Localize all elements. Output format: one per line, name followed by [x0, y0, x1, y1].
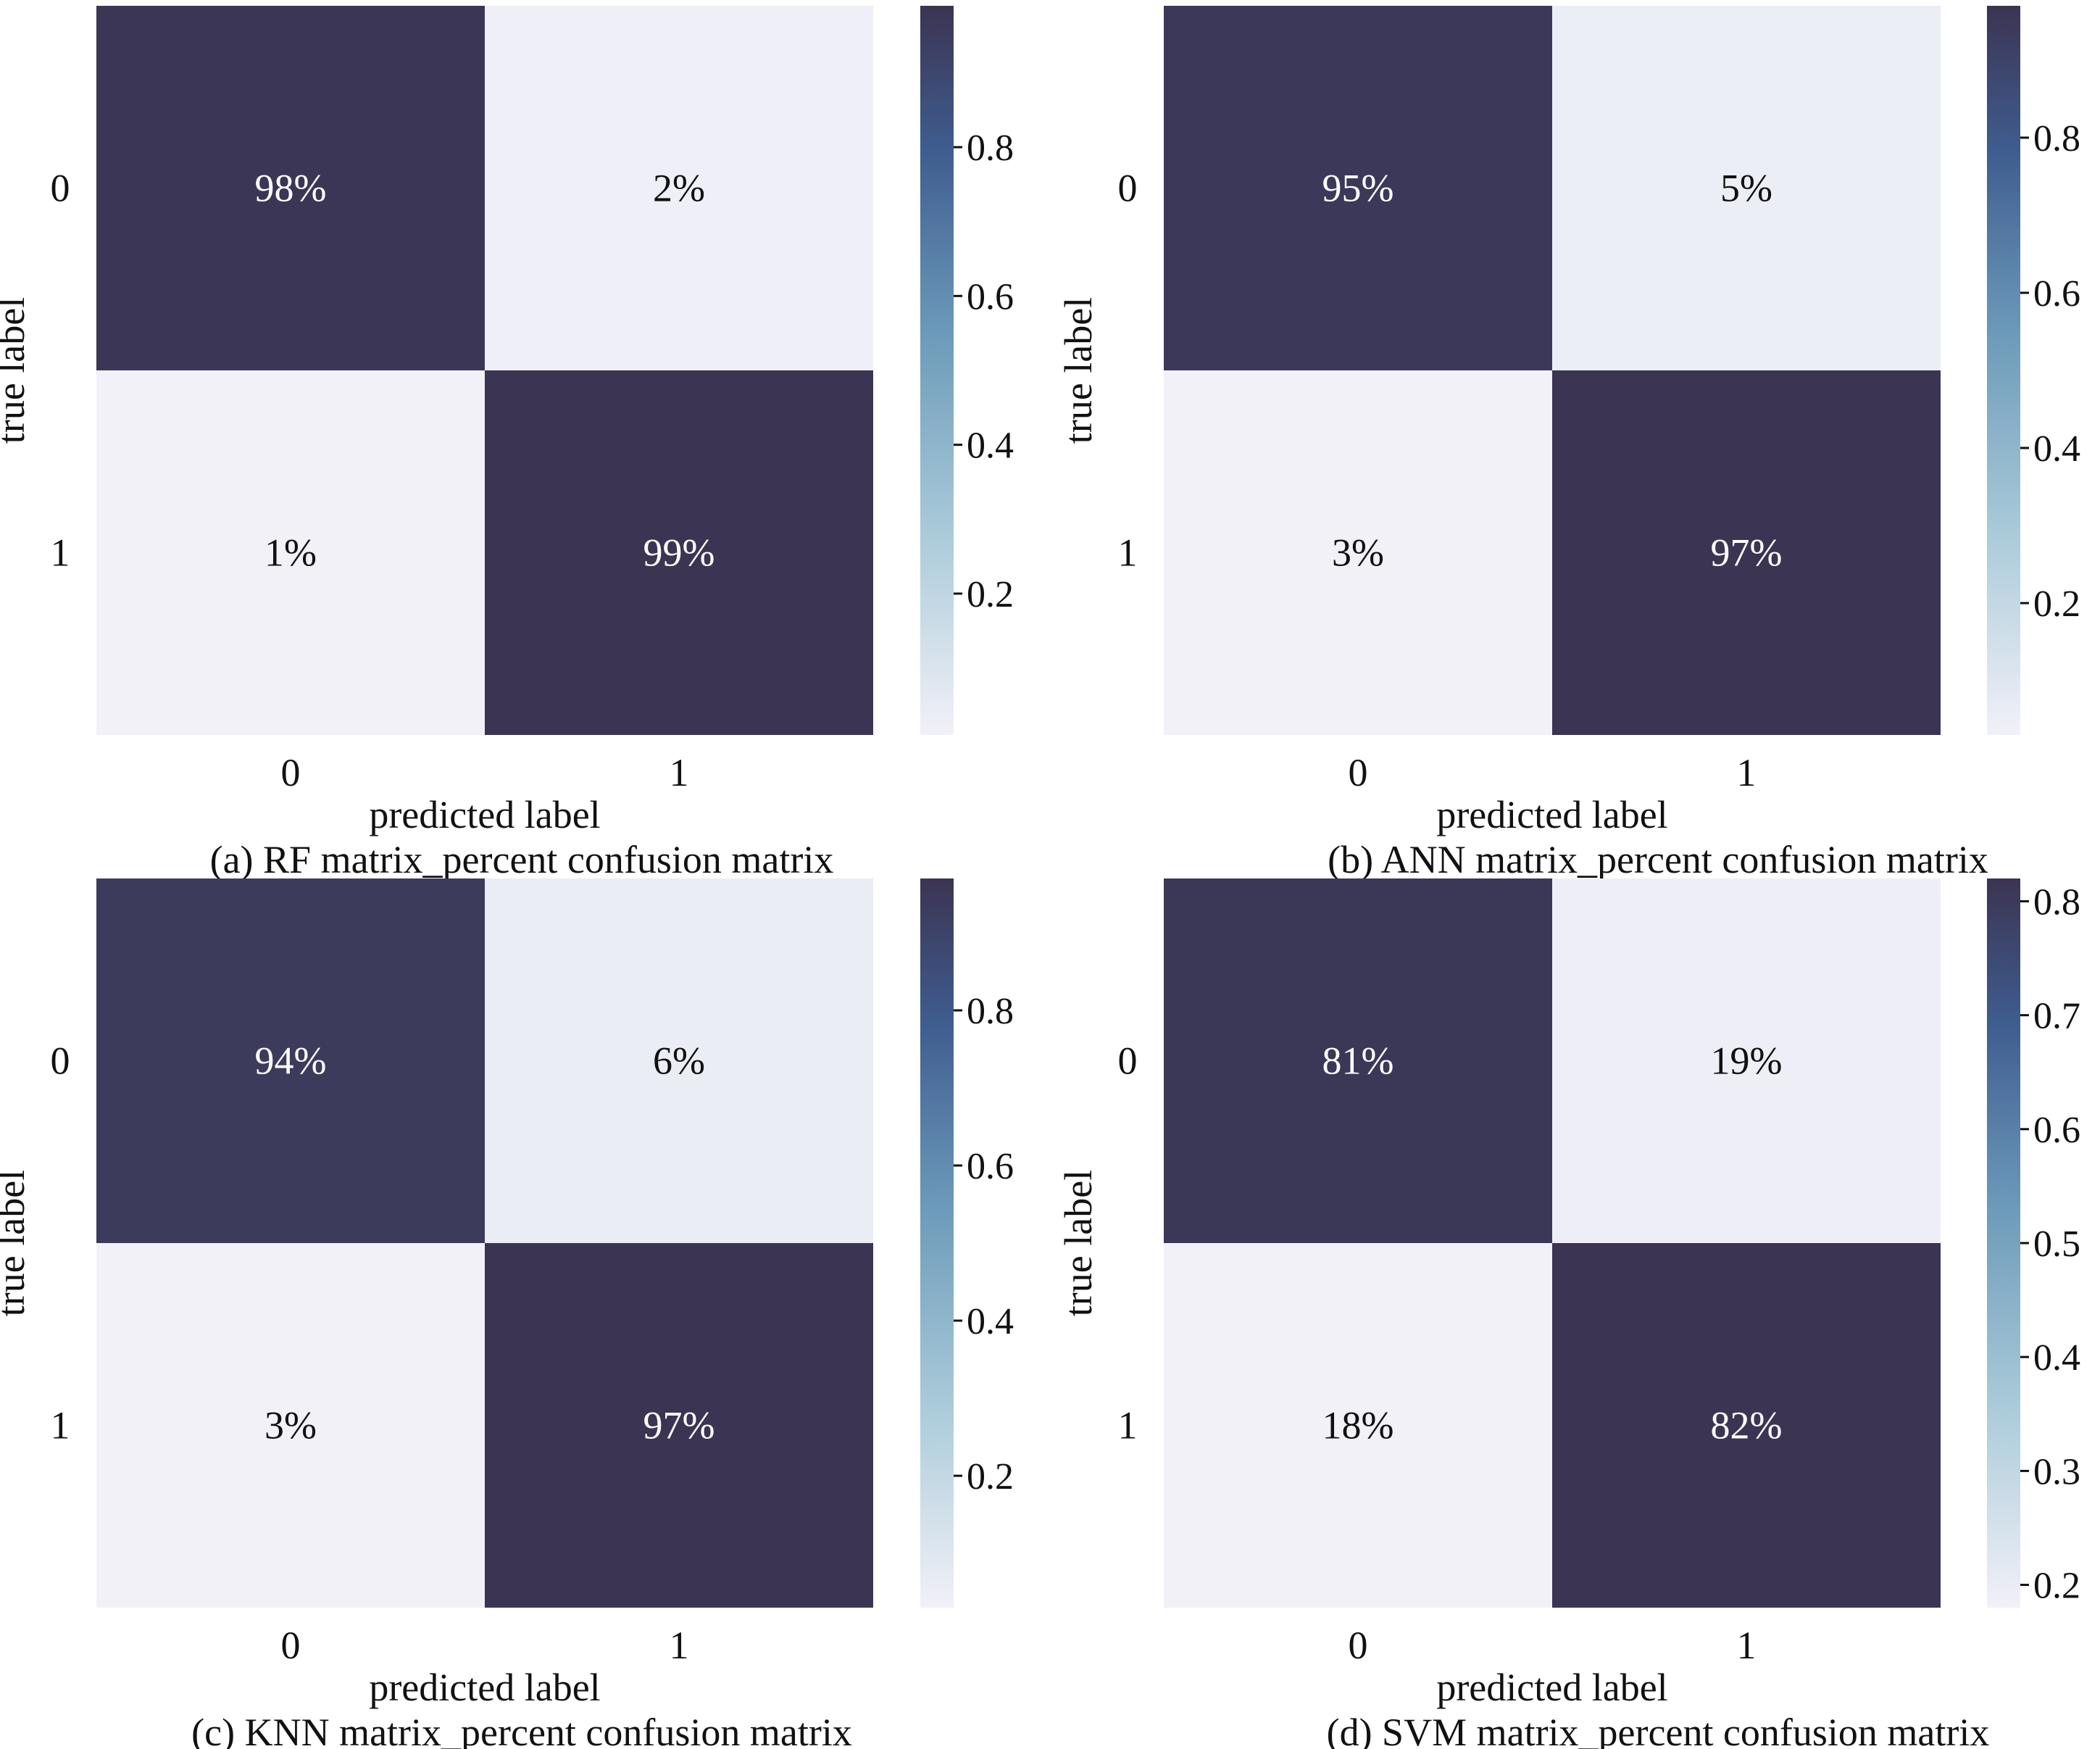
cell-annotation: 81%: [1322, 1039, 1394, 1083]
x-axis-label: predicted label: [369, 793, 600, 836]
colorbar-tick-label: 0.8: [967, 991, 1014, 1032]
y-axis-label: true label: [0, 297, 33, 444]
heatmap-cell: [485, 370, 873, 735]
x-tick-label: 1: [1737, 1624, 1757, 1667]
cell-annotation: 99%: [643, 531, 715, 575]
colorbar-tick-label: 0.2: [2033, 583, 2080, 625]
y-tick-label: 0: [1118, 167, 1138, 210]
confusion-matrix-panel-2: 94% 6% 3% 97% 0 1 0 1 predicted label true label (…: [0, 878, 1014, 1749]
heatmap-cell: [485, 6, 873, 370]
colorbar-tick-label: 0.6: [967, 1146, 1014, 1187]
heatmap-cell: [485, 1243, 873, 1608]
x-axis-label: predicted label: [369, 1666, 600, 1709]
x-tick-label: 1: [1737, 751, 1757, 794]
colorbar: [920, 6, 954, 735]
y-tick-label: 1: [51, 531, 70, 575]
heatmap-cell: [1552, 878, 1941, 1243]
colorbar-tick-label: 0.8: [967, 128, 1014, 169]
colorbar-tick-label: 0.2: [967, 1456, 1014, 1497]
heatmap-cell: [1552, 6, 1941, 370]
cell-annotation: 95%: [1322, 167, 1394, 210]
colorbar-tick-label: 0.4: [967, 1301, 1014, 1342]
panel-caption: (d) SVM matrix_percent confusion matrix: [1327, 1711, 1990, 1749]
x-tick-label: 1: [670, 751, 689, 794]
x-tick-label: 0: [1349, 751, 1368, 794]
heatmap-cell: [1164, 878, 1552, 1243]
cell-annotation: 98%: [255, 167, 327, 210]
panel-caption: (a) RF matrix_percent confusion matrix: [210, 838, 834, 881]
cell-annotation: 19%: [1711, 1039, 1783, 1083]
colorbar: [1987, 878, 2020, 1608]
cell-annotation: 94%: [255, 1039, 327, 1083]
cell-annotation: 3%: [264, 1404, 317, 1447]
heatmap-cell: [485, 878, 873, 1243]
heatmap-cell: [1164, 1243, 1552, 1608]
y-axis-label: true label: [1057, 297, 1100, 444]
y-tick-label: 0: [51, 167, 70, 210]
y-tick-label: 0: [51, 1039, 70, 1083]
colorbar-tick-label: 0.3: [2033, 1451, 2080, 1492]
y-axis-label: true label: [0, 1170, 33, 1316]
colorbar-tick-label: 0.5: [2033, 1224, 2080, 1265]
colorbar-tick-label: 0.6: [2033, 273, 2080, 315]
colorbar-tick-label: 0.7: [2033, 996, 2080, 1037]
heatmap-cell: [1552, 1243, 1941, 1608]
confusion-matrix-panel-3: 81% 19% 18% 82% 0 1 0 1 predicted label true labe…: [1057, 878, 2080, 1749]
cell-annotation: 2%: [653, 167, 705, 210]
colorbar-tick-label: 0.4: [2033, 428, 2080, 470]
x-tick-label: 0: [281, 1624, 301, 1667]
cell-annotation: 82%: [1711, 1404, 1783, 1447]
x-tick-label: 0: [1349, 1624, 1368, 1667]
heatmap-cell: [1164, 6, 1552, 370]
colorbar: [920, 878, 954, 1608]
colorbar-tick-label: 0.2: [2033, 1566, 2080, 1607]
y-tick-label: 1: [1118, 531, 1138, 575]
colorbar-tick-label: 0.6: [2033, 1110, 2080, 1151]
panel-caption: (b) ANN matrix_percent confusion matrix: [1328, 838, 1988, 881]
y-axis-label: true label: [1057, 1170, 1100, 1316]
cell-annotation: 97%: [1711, 531, 1783, 575]
confusion-matrix-panel-1: 95% 5% 3% 97% 0 1 0 1 predicted label true label (…: [1057, 6, 2080, 881]
cell-annotation: 1%: [264, 531, 317, 575]
x-tick-label: 0: [281, 751, 301, 794]
cell-annotation: 6%: [653, 1039, 705, 1083]
x-axis-label: predicted label: [1436, 1666, 1667, 1709]
colorbar-tick-label: 0.8: [2033, 881, 2080, 923]
colorbar: [1987, 6, 2020, 735]
colorbar-tick-label: 0.2: [967, 574, 1014, 615]
colorbar-tick-label: 0.4: [967, 425, 1014, 467]
heatmap-cell: [96, 370, 485, 735]
heatmap-cell: [1164, 370, 1552, 735]
colorbar-tick-label: 0.4: [2033, 1337, 2080, 1379]
heatmap-cell: [96, 878, 485, 1243]
y-tick-label: 1: [1118, 1404, 1138, 1447]
y-tick-label: 1: [51, 1404, 70, 1447]
x-tick-label: 1: [670, 1624, 689, 1667]
cell-annotation: 5%: [1720, 167, 1772, 210]
heatmap-cell: [96, 1243, 485, 1608]
cell-annotation: 97%: [643, 1404, 715, 1447]
colorbar-tick-label: 0.8: [2033, 118, 2080, 159]
confusion-matrix-panel-0: 98% 2% 1% 99% 0 1 0 1 predicted label true label (…: [0, 6, 1014, 881]
colorbar-tick-label: 0.6: [967, 276, 1014, 317]
heatmap-cell: [1552, 370, 1941, 735]
cell-annotation: 3%: [1332, 531, 1384, 575]
cell-annotation: 18%: [1322, 1404, 1394, 1447]
heatmap-cell: [96, 6, 485, 370]
panel-caption: (c) KNN matrix_percent confusion matrix: [191, 1711, 852, 1749]
x-axis-label: predicted label: [1436, 793, 1667, 836]
y-tick-label: 0: [1118, 1039, 1138, 1083]
